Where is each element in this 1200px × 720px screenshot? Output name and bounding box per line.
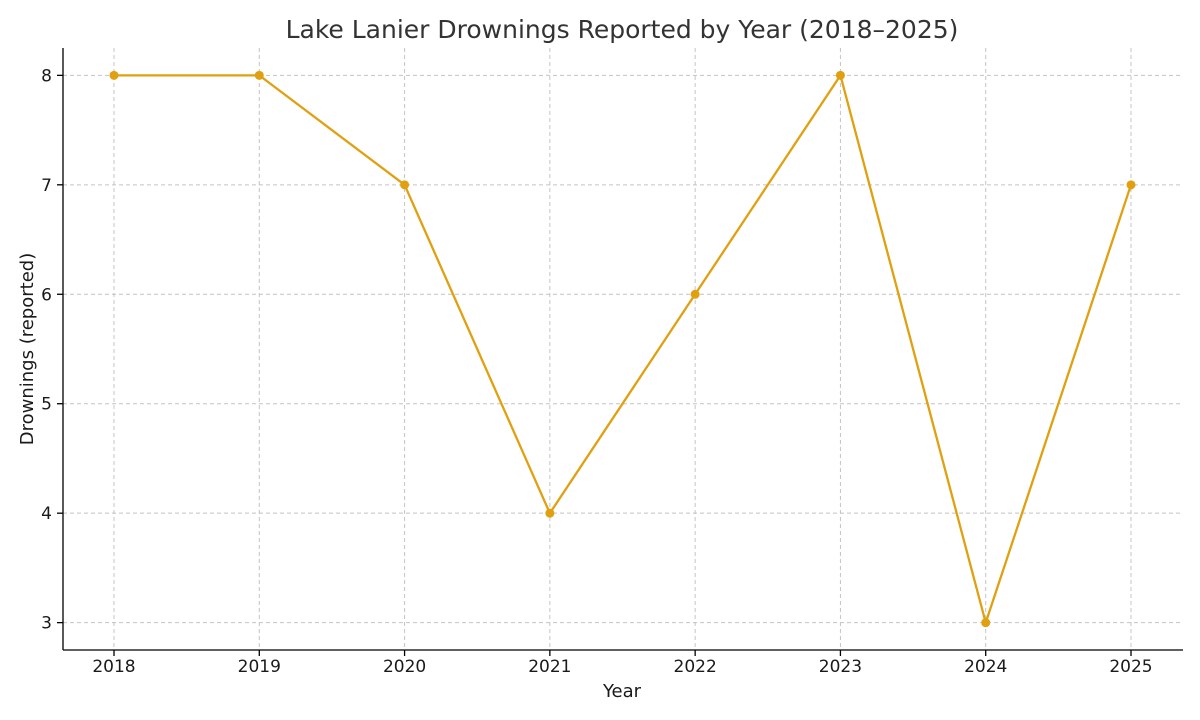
plot-series xyxy=(109,70,1136,628)
chart-title: Lake Lanier Drownings Reported by Year (… xyxy=(286,15,959,44)
y-tick-label: 4 xyxy=(41,504,52,524)
x-tick-label: 2025 xyxy=(1109,657,1152,677)
y-tick-label: 5 xyxy=(41,395,52,415)
axes: 2018 2019 2020 2021 2022 2023 2024 2025 3 4 5 6 7 8 xyxy=(41,48,1183,677)
x-tick-label: 2021 xyxy=(528,657,571,677)
y-axis-label: Drownings (reported) xyxy=(17,253,38,445)
y-tick-label: 7 xyxy=(41,176,52,196)
x-tick-label: 2020 xyxy=(383,657,426,677)
data-point xyxy=(981,618,991,628)
data-point xyxy=(545,508,555,518)
data-point xyxy=(690,289,700,299)
x-tick-label: 2022 xyxy=(674,657,717,677)
data-point xyxy=(835,70,845,80)
data-point xyxy=(1126,180,1136,190)
data-point xyxy=(400,180,410,190)
x-tick-label: 2023 xyxy=(819,657,862,677)
data-point xyxy=(109,70,119,80)
x-axis-label: Year xyxy=(602,681,642,702)
y-tick-label: 8 xyxy=(41,66,52,86)
grid-lines xyxy=(63,48,1183,650)
data-point xyxy=(254,70,264,80)
y-tick-label: 6 xyxy=(41,285,52,305)
series-line xyxy=(114,74,1133,624)
x-tick-label: 2018 xyxy=(92,657,135,677)
y-tick-label: 3 xyxy=(41,614,52,634)
x-tick-label: 2019 xyxy=(238,657,281,677)
x-tick-label: 2024 xyxy=(964,657,1007,677)
